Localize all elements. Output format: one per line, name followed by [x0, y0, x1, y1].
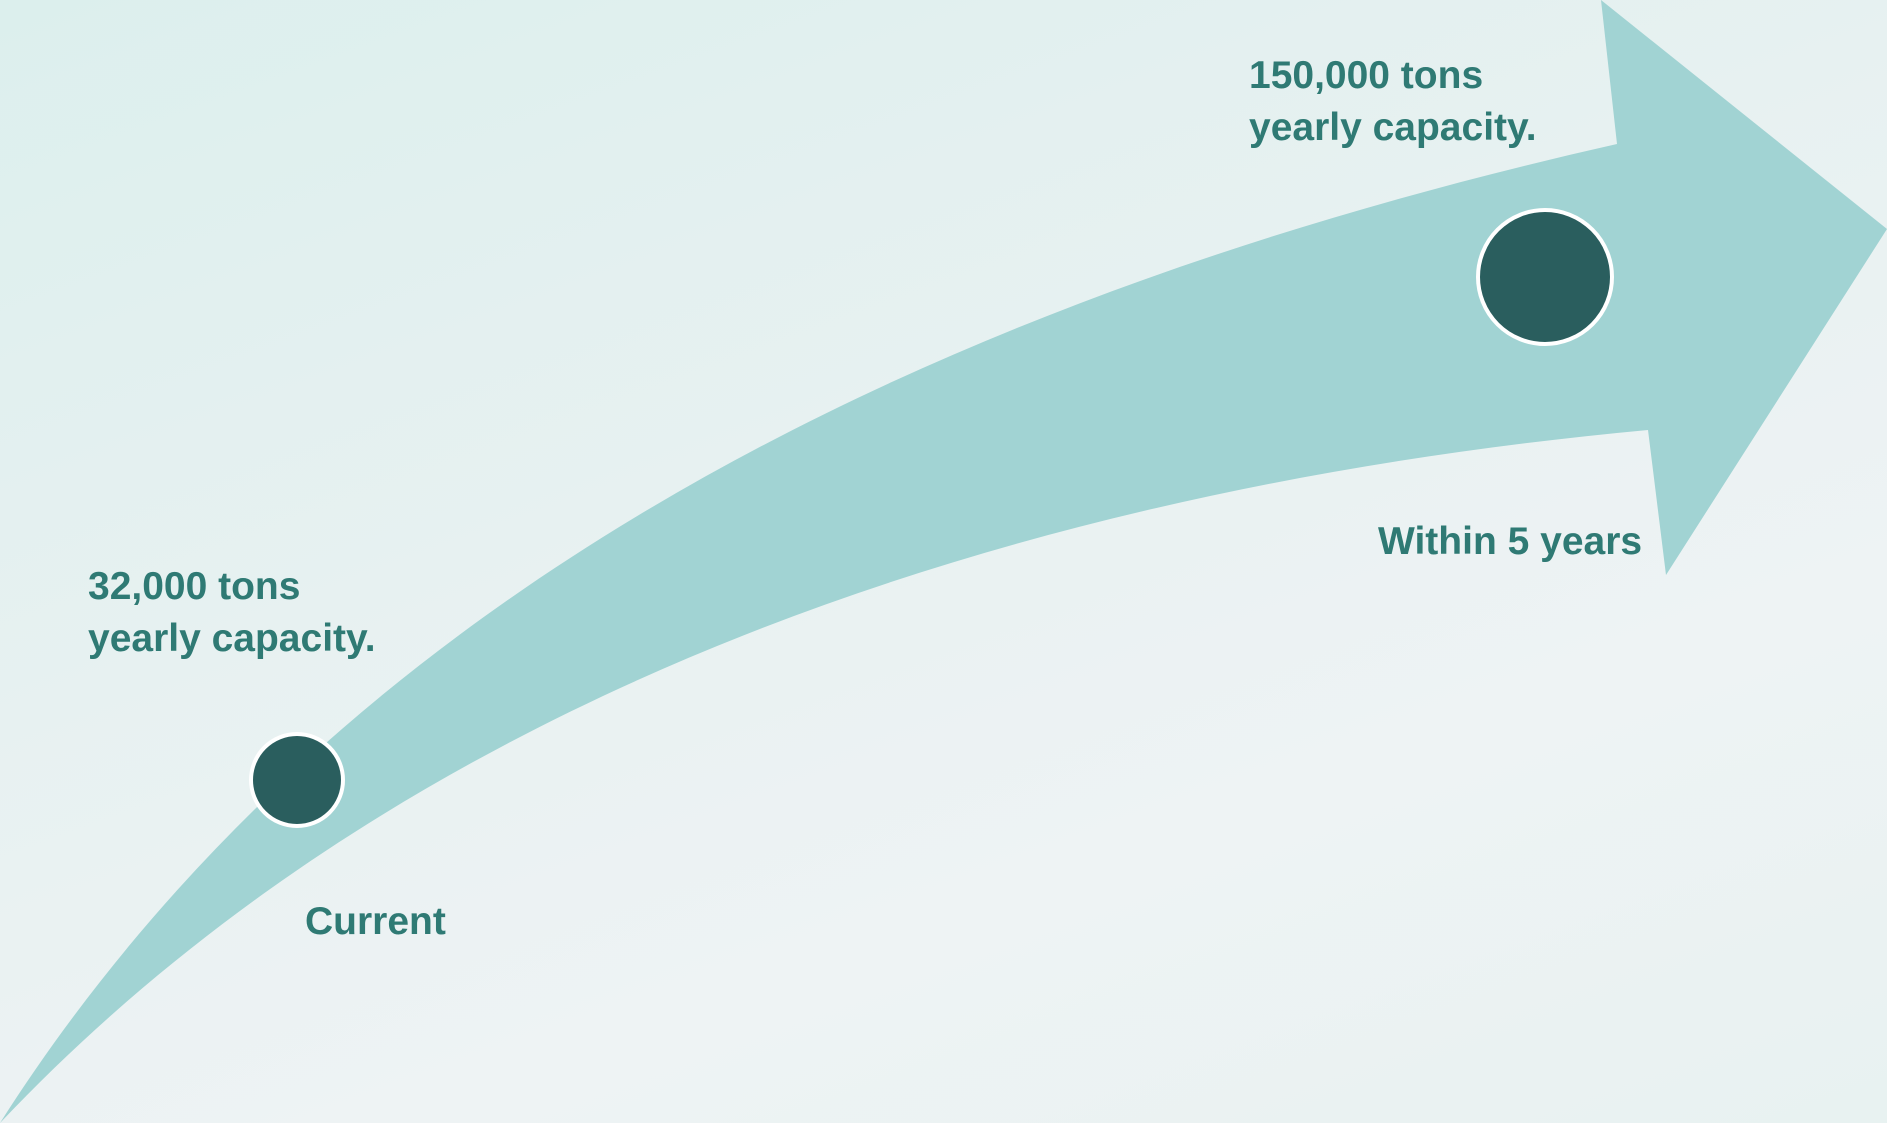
current-capacity-unit: yearly capacity.: [88, 617, 376, 660]
future-time-label: Within 5 years: [1378, 520, 1643, 563]
current-capacity-label: 32,000 tons yearly capacity.: [88, 561, 376, 665]
future-capacity-unit: yearly capacity.: [1249, 106, 1537, 149]
current-capacity-value: 32,000 tons: [88, 565, 301, 608]
current-time-label: Current: [305, 900, 446, 943]
future-capacity-value: 150,000 tons: [1249, 54, 1484, 97]
milestone-marker-current: [249, 732, 345, 828]
future-capacity-label: 150,000 tons yearly capacity.: [1249, 50, 1537, 154]
milestone-marker-future: [1476, 208, 1614, 346]
